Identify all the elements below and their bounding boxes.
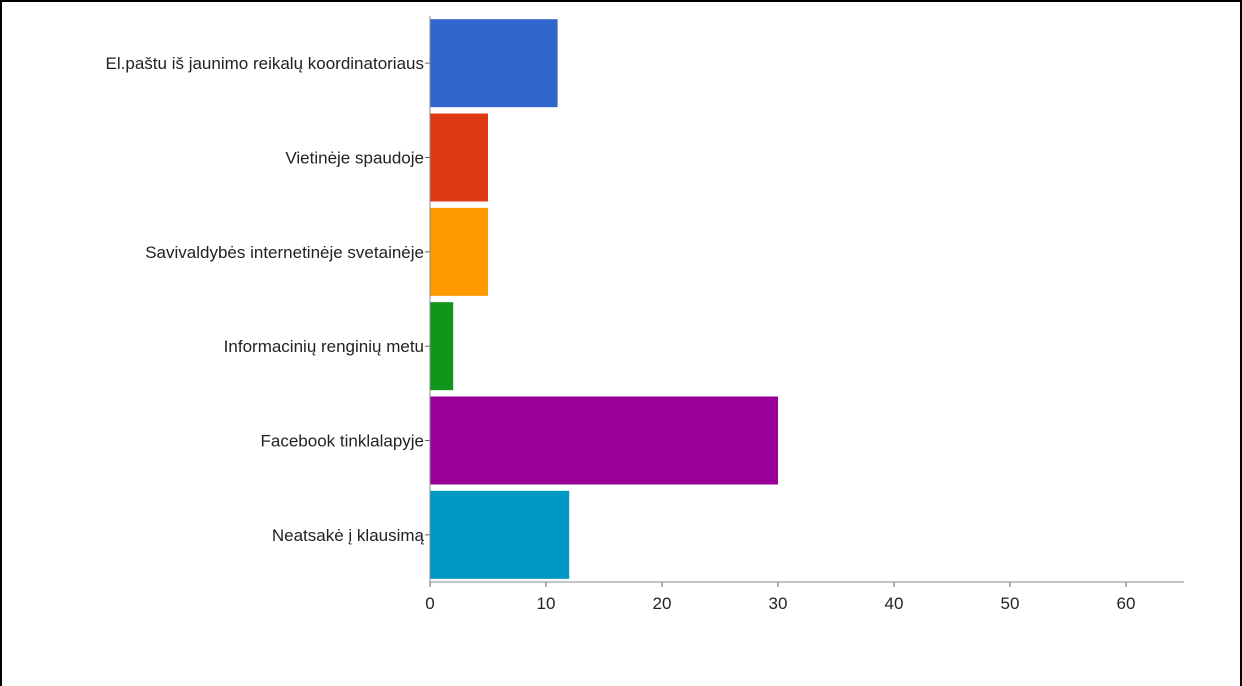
x-tick-label: 40 bbox=[885, 594, 904, 613]
x-tick-label: 0 bbox=[425, 594, 434, 613]
x-tick-label: 10 bbox=[537, 594, 556, 613]
bar bbox=[430, 19, 558, 108]
x-tick-label: 30 bbox=[769, 594, 788, 613]
bar bbox=[430, 396, 778, 485]
x-tick-label: 20 bbox=[653, 594, 672, 613]
bar bbox=[430, 490, 570, 579]
category-label: El.paštu iš jaunimo reikalų koordinatori… bbox=[106, 54, 424, 73]
category-label: Facebook tinklalapyje bbox=[261, 432, 424, 451]
category-label: Informacinių renginių metu bbox=[224, 337, 424, 356]
category-label: Savivaldybės internetinėje svetainėje bbox=[145, 243, 424, 262]
bar bbox=[430, 207, 488, 296]
x-tick-label: 50 bbox=[1001, 594, 1020, 613]
category-label: Vietinėje spaudoje bbox=[285, 149, 424, 168]
x-tick-label: 60 bbox=[1117, 594, 1136, 613]
category-label: Neatsakė į klausimą bbox=[272, 526, 425, 545]
bar bbox=[430, 113, 488, 202]
bar bbox=[430, 302, 454, 391]
